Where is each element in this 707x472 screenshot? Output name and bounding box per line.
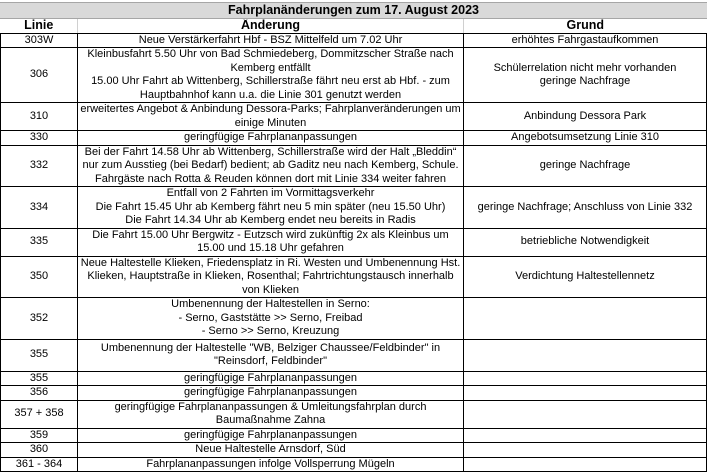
- cell-linie[interactable]: 355: [0, 370, 78, 386]
- cell-aenderung[interactable]: geringfügige Fahrplananpassungen: [77, 427, 464, 443]
- table-row[interactable]: 303W Neue Verstärkerfahrt Hbf - BSZ Mitte…: [0, 32, 707, 48]
- cell-grund[interactable]: geringe Nachfrage: [463, 144, 707, 187]
- cell-linie[interactable]: 359: [0, 427, 78, 443]
- cell-grund[interactable]: [463, 442, 707, 458]
- cell-grund[interactable]: [463, 456, 707, 472]
- table-row[interactable]: 352 Umbenennung der Haltestellen in Serno…: [0, 297, 707, 340]
- cell-aenderung[interactable]: geringfügige Fahrplananpassungen & Umlei…: [77, 399, 464, 429]
- cell-aenderung[interactable]: geringfügige Fahrplananpassungen: [77, 370, 464, 386]
- cell-grund[interactable]: Verdichtung Haltestellennetz: [463, 255, 707, 298]
- cell-aenderung[interactable]: Neue Verstärkerfahrt Hbf - BSZ Mittelfel…: [77, 32, 464, 48]
- cell-grund[interactable]: [463, 370, 707, 386]
- cell-grund[interactable]: [463, 385, 707, 401]
- header-aenderung: Änderung: [77, 19, 464, 34]
- cell-aenderung[interactable]: erweitertes Angebot & Anbindung Dessora-…: [77, 102, 464, 131]
- table-row[interactable]: 360 Neue Haltestelle Arnsdorf, Süd: [0, 442, 707, 458]
- table-row[interactable]: 357 + 358 geringfügige Fahrplananpassunge…: [0, 399, 707, 429]
- cell-linie[interactable]: 360: [0, 442, 78, 458]
- cell-linie[interactable]: 330: [0, 130, 78, 146]
- table-row[interactable]: 330 geringfügige Fahrplananpassungen Angeb…: [0, 130, 707, 146]
- cell-grund[interactable]: erhöhtes Fahrgastaufkommen: [463, 32, 707, 48]
- cell-aenderung[interactable]: Kleinbusfahrt 5.50 Uhr von Bad Schmiedeb…: [77, 47, 464, 103]
- cell-aenderung[interactable]: Neue Haltestelle Arnsdorf, Süd: [77, 442, 464, 458]
- table-row[interactable]: 310 erweitertes Angebot & Anbindung Desso…: [0, 102, 707, 131]
- header-row: Linie Änderung Grund: [0, 19, 707, 34]
- cell-linie[interactable]: 352: [0, 297, 78, 340]
- cell-aenderung[interactable]: Fahrplananpassungen infolge Vollsperrung…: [77, 456, 464, 472]
- header-grund: Grund: [463, 19, 707, 34]
- cell-linie[interactable]: 303W: [0, 32, 78, 48]
- cell-aenderung[interactable]: geringfügige Fahrplananpassungen: [77, 385, 464, 401]
- sheet-title: Fahrplanänderungen zum 17. August 2023: [0, 2, 707, 19]
- cell-linie[interactable]: 361 - 364: [0, 456, 78, 472]
- cell-linie[interactable]: 355: [0, 338, 78, 372]
- table-row[interactable]: 306 Kleinbusfahrt 5.50 Uhr von Bad Schmie…: [0, 47, 707, 103]
- cell-grund[interactable]: geringe Nachfrage; Anschluss von Linie 3…: [463, 186, 707, 229]
- table-row[interactable]: 356 geringfügige Fahrplananpassungen: [0, 385, 707, 401]
- table-row[interactable]: 359 geringfügige Fahrplananpassungen: [0, 427, 707, 443]
- table-row[interactable]: 355 Umbenennung der Haltestelle "WB, Belz…: [0, 338, 707, 372]
- cell-aenderung[interactable]: geringfügige Fahrplananpassungen: [77, 130, 464, 146]
- cell-linie[interactable]: 332: [0, 144, 78, 187]
- cell-linie[interactable]: 334: [0, 186, 78, 229]
- table-row[interactable]: 335 Die Fahrt 15.00 Uhr Bergwitz - Eutzsc…: [0, 227, 707, 257]
- cell-aenderung[interactable]: Neue Haltestelle Klieken, Friedensplatz …: [77, 255, 464, 298]
- cell-aenderung[interactable]: Die Fahrt 15.00 Uhr Bergwitz - Eutzsch w…: [77, 227, 464, 257]
- cell-aenderung[interactable]: Entfall von 2 Fahrten im Vormittagsverke…: [77, 186, 464, 229]
- cell-grund[interactable]: [463, 427, 707, 443]
- cell-grund[interactable]: Anbindung Dessora Park: [463, 102, 707, 131]
- changes-table: Linie Änderung Grund 303W Neue Verstärker…: [0, 19, 707, 472]
- cell-linie[interactable]: 310: [0, 102, 78, 131]
- cell-grund[interactable]: Schülerrelation nicht mehr vorhanden ger…: [463, 47, 707, 103]
- cell-grund[interactable]: [463, 297, 707, 340]
- cell-grund[interactable]: [463, 399, 707, 429]
- cell-aenderung[interactable]: Umbenennung der Haltestellen in Serno: -…: [77, 297, 464, 340]
- table-row[interactable]: 332 Bei der Fahrt 14.58 Uhr ab Wittenberg…: [0, 144, 707, 187]
- table-row[interactable]: 355 geringfügige Fahrplananpassungen: [0, 370, 707, 386]
- cell-aenderung[interactable]: Umbenennung der Haltestelle "WB, Belzige…: [77, 338, 464, 372]
- table-row[interactable]: 334 Entfall von 2 Fahrten im Vormittagsve…: [0, 186, 707, 229]
- cell-linie[interactable]: 357 + 358: [0, 399, 78, 429]
- table-row[interactable]: 350 Neue Haltestelle Klieken, Friedenspla…: [0, 255, 707, 298]
- cell-linie[interactable]: 356: [0, 385, 78, 401]
- cell-aenderung[interactable]: Bei der Fahrt 14.58 Uhr ab Wittenberg, S…: [77, 144, 464, 187]
- cell-linie[interactable]: 350: [0, 255, 78, 298]
- cell-grund[interactable]: [463, 338, 707, 372]
- header-linie: Linie: [0, 19, 78, 34]
- cell-linie[interactable]: 306: [0, 47, 78, 103]
- table-row[interactable]: 361 - 364 Fahrplananpassungen infolge Vol…: [0, 456, 707, 472]
- cell-grund[interactable]: betriebliche Notwendigkeit: [463, 227, 707, 257]
- cell-linie[interactable]: 335: [0, 227, 78, 257]
- cell-grund[interactable]: Angebotsumsetzung Linie 310: [463, 130, 707, 146]
